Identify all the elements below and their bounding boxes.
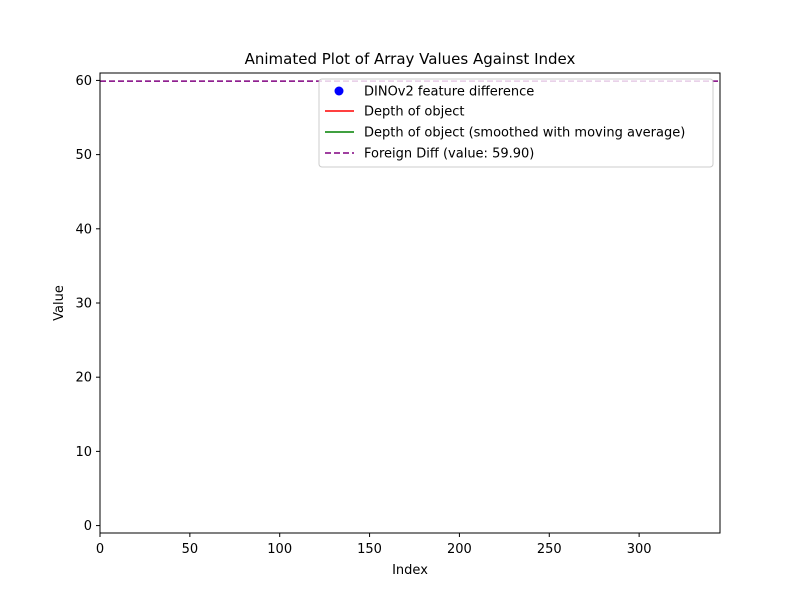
legend-label: Depth of object (364, 105, 464, 120)
x-axis: 0 50 100 150 200 250 300 (96, 533, 652, 557)
legend-foreign-diff-entry: Foreign Diff (value: 59.90) (325, 147, 534, 162)
x-tick-label: 100 (267, 542, 292, 557)
legend-marker (334, 86, 344, 96)
y-tick-label: 60 (75, 74, 92, 89)
y-axis: 0 10 20 30 40 50 60 (75, 74, 100, 534)
x-tick-label: 300 (627, 542, 652, 557)
legend-box (318, 78, 714, 168)
legend: DINOv2 feature difference Depth of object… (318, 78, 714, 168)
y-tick-label: 30 (75, 297, 92, 312)
y-axis-label: Value (52, 285, 67, 321)
x-tick-label: 150 (357, 542, 382, 557)
chart-title: Animated Plot of Array Values Against In… (245, 50, 576, 68)
legend-depth-smoothed-entry: Depth of object (smoothed with moving av… (325, 126, 685, 141)
x-axis-label: Index (392, 563, 428, 578)
x-tick-label: 250 (537, 542, 562, 557)
legend-label: DINOv2 feature difference (364, 85, 534, 100)
y-tick-label: 50 (75, 148, 92, 163)
legend-label: Foreign Diff (value: 59.90) (364, 147, 534, 162)
y-tick-label: 40 (75, 222, 92, 237)
legend-items: DINOv2 feature difference Depth of object… (325, 85, 685, 162)
y-tick-label: 10 (75, 445, 92, 460)
y-tick-label: 20 (75, 371, 92, 386)
x-tick-label: 50 (182, 542, 199, 557)
x-tick-label: 0 (96, 542, 104, 557)
legend-dinov2-entry: DINOv2 feature difference (334, 85, 534, 100)
legend-label: Depth of object (smoothed with moving av… (364, 126, 685, 141)
legend-depth-entry: Depth of object (325, 105, 464, 120)
y-tick-label: 0 (84, 519, 92, 534)
x-tick-label: 200 (447, 542, 472, 557)
